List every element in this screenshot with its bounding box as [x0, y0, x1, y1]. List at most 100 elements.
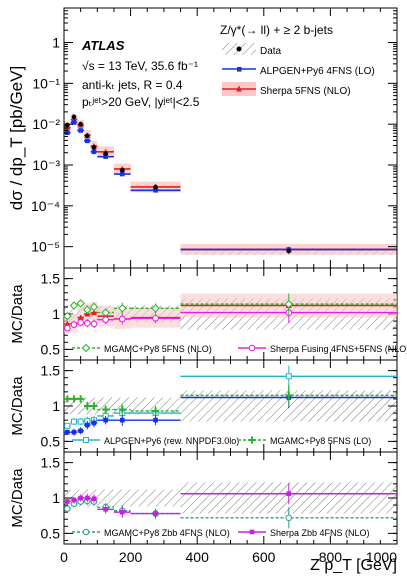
alpgen4-marker: [71, 120, 77, 125]
y-axis-label: dσ / dp_T [pb/GeV]: [7, 66, 26, 210]
data-point: [85, 133, 90, 139]
legend-mgamc-marker: [81, 343, 91, 353]
alpgen4-marker: [78, 128, 83, 133]
alpgen4-marker: [78, 428, 83, 434]
sherpa-zbb-marker: [153, 511, 158, 516]
legend-label: Sherpa Zbb 4FNS (NLO): [270, 528, 370, 538]
mgamc-lo-marker: [102, 406, 110, 414]
legend-alpgen-marker: [237, 67, 242, 72]
alpgen4-marker: [65, 429, 70, 435]
y-tick-label: 10⁻²: [32, 116, 60, 132]
mgamc-zbb-marker: [64, 505, 71, 512]
y-tick-label: 1: [52, 306, 60, 322]
x-tick-label: 0: [60, 549, 68, 565]
sherpa-fusing-marker: [77, 319, 84, 326]
data-uncertainty-band: [130, 489, 181, 507]
legend-label: ALPGEN+Py6 4FNS (LO): [260, 66, 375, 77]
mgamc-nlo-marker: [284, 299, 293, 309]
y-tick-label: 1: [52, 35, 60, 51]
legend-label: Sherpa Fusing 4FNS+5FNS (NLO): [270, 344, 407, 354]
mgamc-nlo-marker: [69, 301, 79, 310]
y-tick-label: 10⁻¹: [32, 75, 60, 91]
alpgen4-marker: [119, 417, 125, 423]
data-point: [78, 121, 83, 127]
mgamc-lo-marker: [77, 395, 85, 403]
y-tick-label: 1.5: [41, 363, 61, 379]
x-tick-label: 800: [319, 549, 343, 565]
cuts-label: pₜʲᵉᵗ>20 GeV, |yʲᵉᵗ|<2.5: [82, 95, 200, 109]
y-tick-label: 10⁻⁵: [31, 239, 60, 255]
y-axis-label: MC/Data: [9, 468, 26, 528]
sherpa-fusing-marker: [70, 321, 78, 328]
alpgen4-marker: [71, 429, 77, 435]
data-point: [286, 248, 292, 254]
mgamc-lo-marker: [83, 402, 91, 410]
data-uncertainty-band: [97, 489, 114, 507]
data-point: [71, 114, 77, 120]
mgamc-lo-marker: [90, 402, 98, 410]
legend-fusing-marker: [248, 344, 256, 352]
alpgen4-marker: [85, 422, 90, 428]
alpgen4-marker: [153, 417, 158, 423]
y-tick-label: 1: [52, 398, 60, 414]
mgamc-nlo-marker: [89, 302, 99, 312]
data-uncertainty-band: [113, 489, 131, 507]
y-axis-label: MC/Data: [9, 376, 26, 436]
mgamc-nlo-marker: [83, 305, 92, 314]
data-point: [153, 184, 158, 190]
sherpa-zbb-marker: [286, 491, 292, 497]
sherpa-fusing-marker: [84, 319, 91, 327]
x-tick-label: 600: [252, 549, 276, 565]
mgamc-zbb-marker: [285, 514, 293, 522]
sherpa5-marker: [90, 309, 97, 316]
mgamc-lo-marker: [285, 391, 293, 399]
alpgen4-marker: [85, 138, 90, 144]
data-point: [103, 151, 108, 156]
legend-label: MGAMC+Py8 Zbb 4FNS (NLO): [104, 528, 230, 538]
legend-alpgen-rew-marker: [83, 437, 89, 443]
sherpa-zbb-marker: [85, 495, 90, 501]
y-axis-label: MC/Data: [9, 284, 26, 344]
mgamc-nlo-marker: [76, 299, 85, 308]
legend-label: Data: [260, 46, 282, 57]
sherpa-zbb-marker: [65, 499, 70, 504]
alpgen4-marker: [103, 154, 108, 159]
alpgen4-marker: [103, 417, 108, 423]
legend-label: Sherpa 5FNS (NLO): [260, 86, 351, 97]
y-tick-label: 1: [52, 490, 60, 506]
y-tick-label: 10⁻⁴: [31, 198, 60, 214]
data-uncertainty-band: [70, 397, 78, 415]
sherpa-zbb-marker: [103, 507, 108, 512]
energy-label: √s = 13 TeV, 35.6 fb⁻¹: [82, 59, 198, 73]
legend-mgamc-zbb-marker: [82, 528, 90, 536]
process-label: Z/γ*(→ ll) + ≥ 2 b-jets: [220, 23, 333, 37]
alpgen-rew-marker: [70, 418, 77, 425]
sherpa-fusing-marker: [152, 314, 159, 322]
data-uncertainty-band: [77, 397, 84, 415]
legend-mgamc-lo-marker: [248, 436, 256, 444]
y-tick-label: 0.5: [41, 341, 61, 357]
mgamc-nlo-marker: [151, 304, 160, 313]
sherpa-zbb-marker: [71, 497, 77, 503]
legend-data-marker: [236, 46, 242, 52]
sherpa-zbb-marker: [119, 509, 125, 515]
data-point: [119, 167, 125, 173]
legend-label: MGAMC+Py8 5FNS (NLO): [104, 344, 212, 354]
alpgen-rew-marker: [77, 418, 84, 425]
alpgen4-marker: [91, 149, 97, 155]
x-axis-label: Z p_T [GeV]: [310, 557, 397, 574]
sherpa5-marker: [64, 320, 71, 327]
sherpa-fusing-marker: [90, 320, 98, 328]
mgamc-lo-marker: [152, 407, 160, 415]
legend-label: ALPGEN+Py6 (rew. NNPDF3.0lo): [104, 436, 239, 446]
mgamc-nlo-marker: [63, 311, 72, 321]
alpgen-rew-marker: [285, 373, 292, 380]
alpgen4-marker: [65, 130, 70, 135]
data-point: [65, 122, 70, 128]
y-tick-label: 1.5: [41, 271, 61, 287]
alpgen4-marker: [119, 171, 125, 177]
y-tick-label: 0.5: [41, 525, 61, 541]
alpgen-rew-marker: [64, 422, 71, 429]
